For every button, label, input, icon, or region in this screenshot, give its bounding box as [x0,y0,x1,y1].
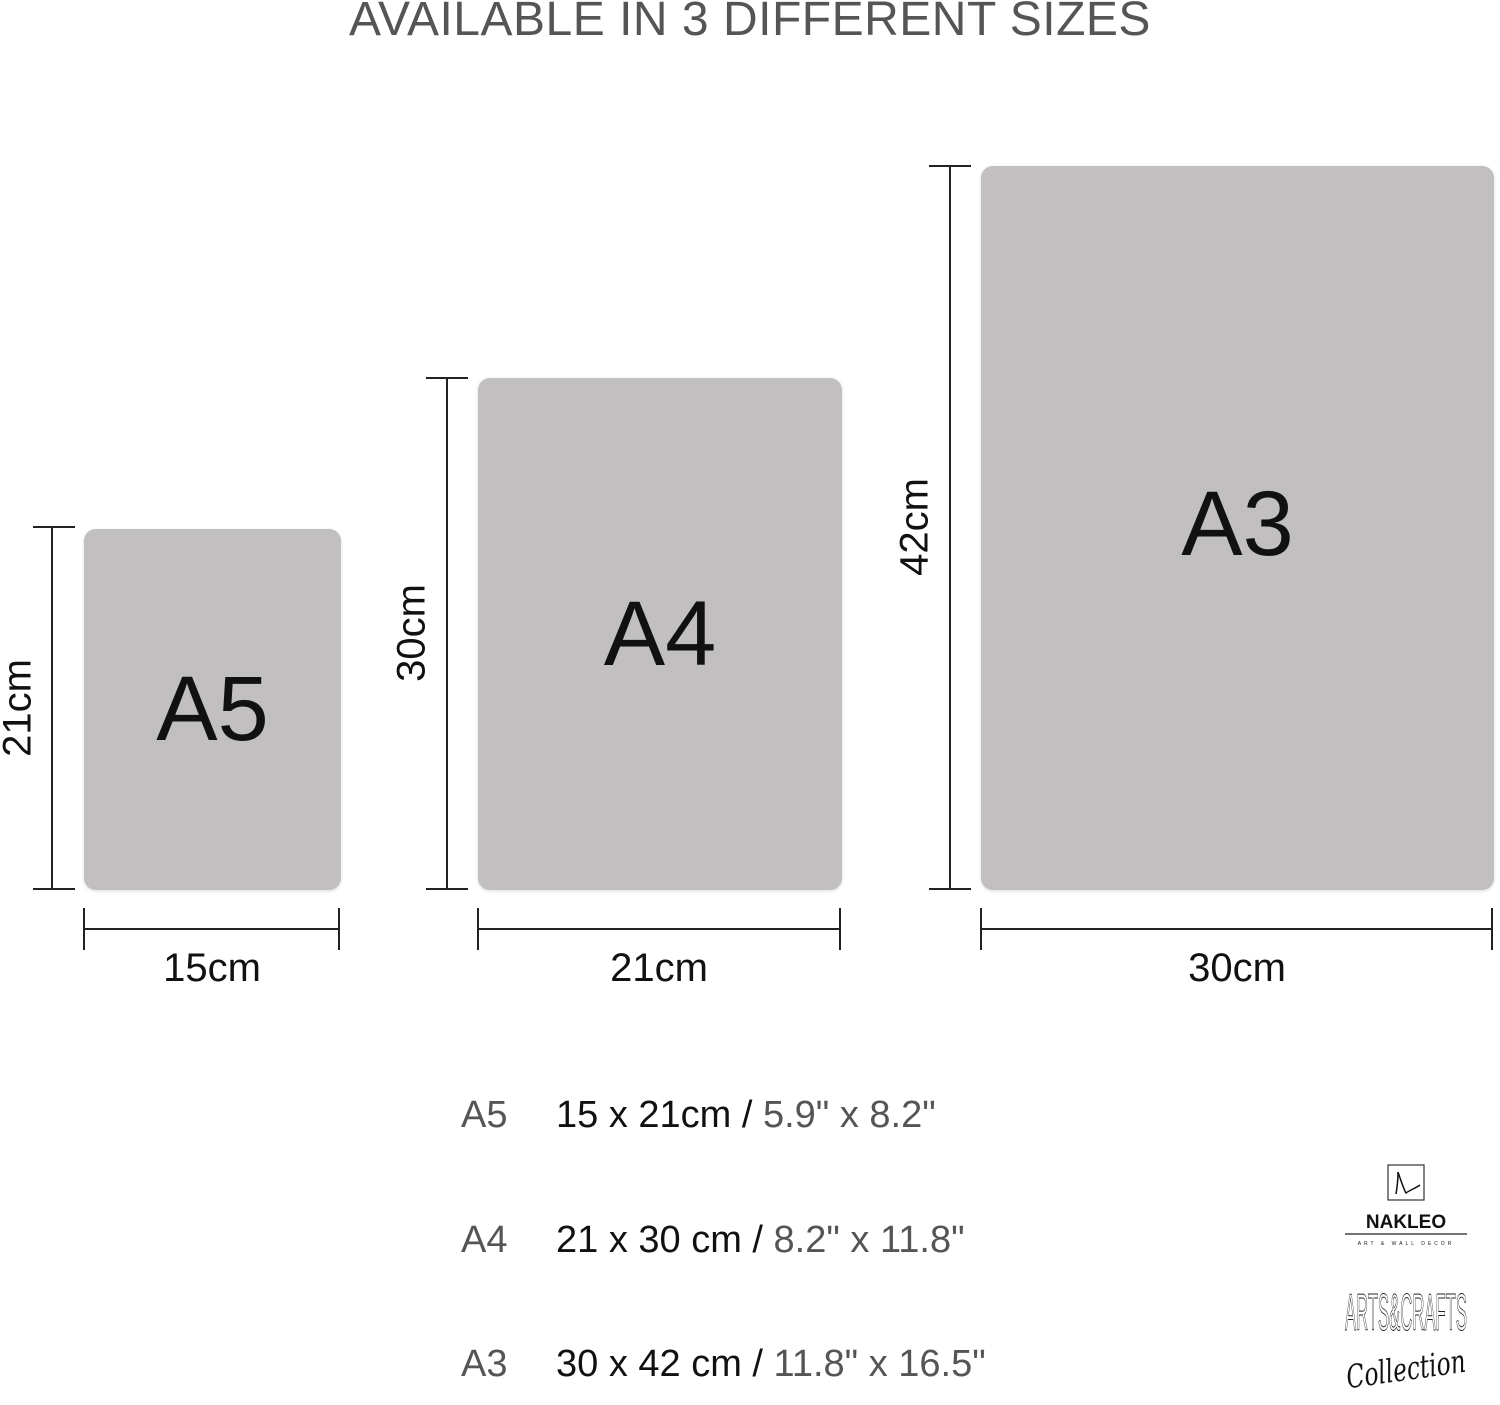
tick [1491,908,1493,950]
height-dimension-line [51,527,53,889]
sheet-label: A3 [1181,472,1294,575]
sheet-label: A4 [603,582,717,685]
width-label: 15cm [163,946,261,990]
width-label: 21cm [610,946,708,990]
svg-text:Collection: Collection [1344,1342,1468,1396]
tick [477,908,479,950]
spec-inches: 5.9" x 8.2" [762,1094,936,1136]
sheet-a4: A4 [478,378,842,890]
tick [338,908,340,950]
spec-size: A3 [461,1343,508,1385]
spec-cm: 15 x 21cm / [556,1094,763,1136]
height-label: 42cm [892,478,937,576]
sheet-label: A5 [156,658,269,760]
svg-text:NAKLEO: NAKLEO [1366,1212,1446,1233]
tick [426,377,468,379]
spec-row-a4: A4 21 x 30 cm / 8.2" x 11.8" [461,1219,965,1262]
spec-size: A4 [461,1219,508,1261]
spec-row-a5: A5 15 x 21cm / 5.9" x 8.2" [461,1094,936,1137]
sheet-a3: A3 [981,166,1494,890]
width-dimension-line [478,928,840,930]
tick [33,888,75,890]
height-dimension-line [446,378,448,889]
svg-text:ARTS&CRAFTS: ARTS&CRAFTS [1345,1284,1467,1342]
spec-size: A5 [461,1094,508,1136]
height-label: 21cm [0,659,40,757]
nakleo-logo: NAKLEO ART & WALL DECOR ARTS&CRAFTS Coll… [1344,1164,1468,1396]
height-dimension-line [949,166,951,889]
spec-inches: 8.2" x 11.8" [773,1219,965,1261]
sheet-a5: A5 [84,529,341,890]
svg-text:ART & WALL DECOR: ART & WALL DECOR [1358,1241,1455,1247]
tick [33,526,75,528]
width-dimension-line [981,928,1493,930]
tick [839,908,841,950]
tick [83,908,85,950]
width-label: 30cm [1188,946,1286,990]
spec-cm: 21 x 30 cm / [556,1219,774,1261]
spec-cm: 30 x 42 cm / [556,1343,774,1385]
tick [929,165,971,167]
height-label: 30cm [389,584,434,682]
width-dimension-line [84,928,340,930]
tick [929,888,971,890]
tick [426,888,468,890]
spec-row-a3: A3 30 x 42 cm / 11.8" x 16.5" [461,1343,986,1386]
spec-inches: 11.8" x 16.5" [773,1343,986,1385]
tick [980,908,982,950]
page-title: AVAILABLE IN 3 DIFFERENT SIZES [349,0,1151,46]
